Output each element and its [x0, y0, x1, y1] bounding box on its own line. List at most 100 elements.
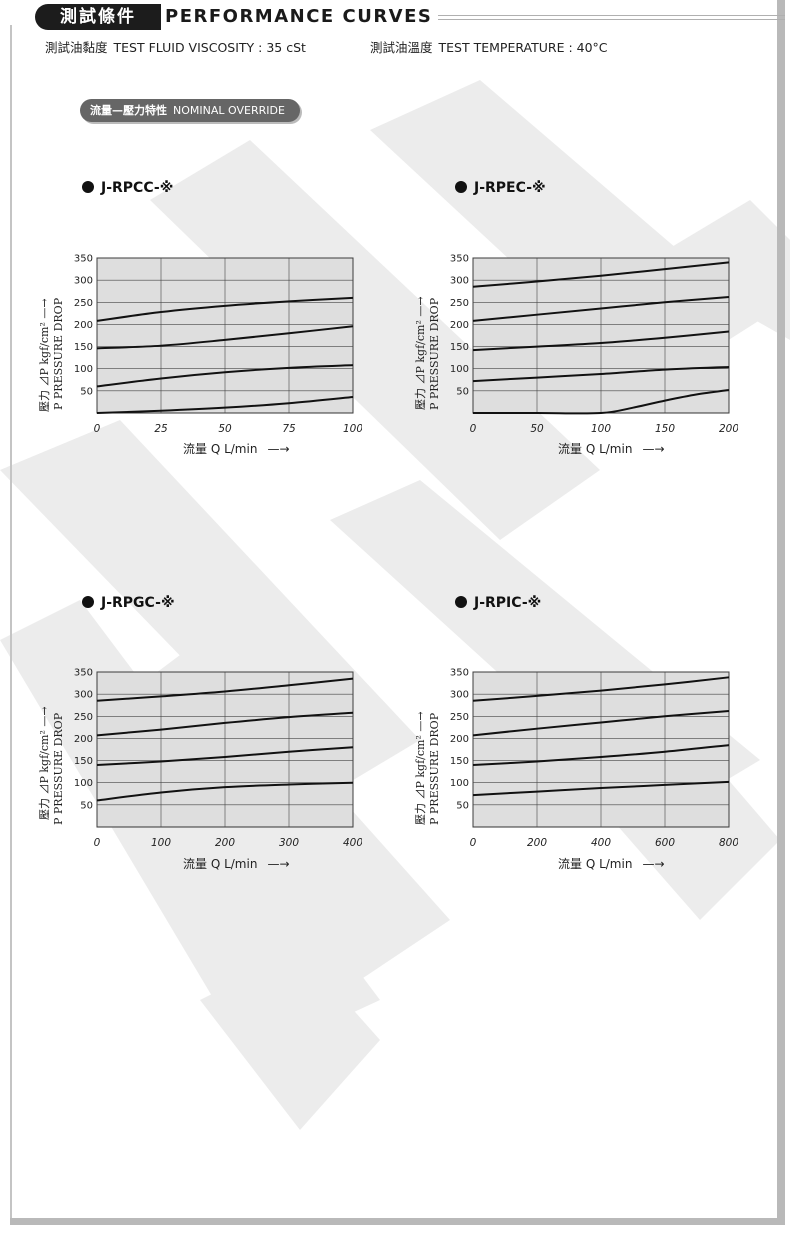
x-tick-label: 0	[94, 423, 101, 435]
x-tick-label: 0	[470, 837, 477, 849]
y-tick-label: 150	[74, 756, 93, 767]
bullet-icon	[455, 596, 467, 608]
y-tick-label: 50	[80, 800, 93, 811]
chart-4: 50 100 150 200 250 300 350 0 200 400 600 800	[450, 668, 738, 850]
chart-ylabel-zh-4: 壓力 ⊿P kgf/cm² —→	[414, 711, 427, 825]
series-line-1	[472, 261, 730, 288]
y-tick-label: 150	[450, 342, 469, 353]
viscosity-label: TEST FLUID VISCOSITY : 35 cSt	[113, 40, 306, 55]
chart-title-2: J-RPEC-※	[455, 180, 546, 196]
series-line-3	[472, 744, 730, 766]
y-tick-label: 250	[74, 712, 93, 723]
viscosity-condition: 測試油黏度 TEST FLUID VISCOSITY : 35 cSt	[45, 37, 306, 56]
y-tick-label: 200	[450, 734, 469, 745]
x-tick-label: 0	[470, 423, 477, 435]
y-tick-label: 300	[74, 276, 93, 287]
section-label-en: NOMINAL OVERRIDE	[173, 104, 285, 117]
section-label-zh: 流量—壓力特性	[90, 104, 167, 117]
bullet-icon	[82, 181, 94, 193]
y-tick-label: 350	[74, 254, 93, 265]
x-tick-label: 0	[94, 837, 101, 849]
y-tick-label: 250	[450, 298, 469, 309]
y-tick-label: 250	[74, 298, 93, 309]
x-tick-label: 150	[655, 423, 675, 435]
chart-xlabel-2: 流量 Q L/min —→	[558, 442, 665, 456]
x-tick-label: 100	[591, 423, 611, 435]
y-tick-label: 50	[80, 386, 93, 397]
y-tick-label: 300	[450, 690, 469, 701]
x-tick-label: 100	[151, 837, 171, 849]
temperature-label-zh: 測試油溫度	[370, 40, 433, 55]
frame-bottom	[10, 1218, 785, 1225]
y-tick-label: 100	[450, 364, 469, 375]
x-tick-label: 400	[591, 837, 611, 849]
chart-3: 50 100 150 200 250 300 350 0 100 200 300 400	[74, 668, 362, 850]
x-tick-label: 400	[343, 837, 362, 849]
y-tick-label: 350	[74, 668, 93, 679]
chart-xlabel-3: 流量 Q L/min —→	[183, 857, 290, 871]
x-tick-label: 200	[527, 837, 547, 849]
header-rule	[438, 15, 785, 20]
viscosity-label-zh: 測試油黏度	[45, 40, 108, 55]
chart-ylabel-zh-1: 壓力 ⊿P kgf/cm² —→	[38, 298, 51, 412]
x-tick-label: 200	[719, 423, 738, 435]
series-line-2	[96, 711, 354, 737]
series-line-2	[472, 295, 730, 322]
series-line-1	[96, 296, 354, 322]
x-tick-label: 25	[154, 423, 168, 435]
chart-title-3: J-RPGC-※	[82, 595, 175, 611]
chart-xlabel-1: 流量 Q L/min —→	[183, 442, 290, 456]
series-line-3	[96, 746, 354, 766]
y-tick-label: 150	[450, 756, 469, 767]
y-tick-label: 200	[74, 320, 93, 331]
x-tick-label: 800	[719, 837, 738, 849]
section-label: 流量—壓力特性 NOMINAL OVERRIDE	[80, 99, 300, 122]
series-line-3	[472, 330, 730, 352]
frame-left	[10, 25, 12, 1225]
x-tick-label: 600	[655, 837, 675, 849]
y-tick-label: 200	[450, 320, 469, 331]
y-tick-label: 300	[450, 276, 469, 287]
chart-xlabel-4: 流量 Q L/min —→	[558, 857, 665, 871]
y-tick-label: 50	[456, 800, 469, 811]
frame-right	[777, 0, 785, 1225]
bullet-icon	[455, 181, 467, 193]
temperature-label: TEST TEMPERATURE : 40°C	[438, 40, 608, 55]
chart-ylabel-zh-2: 壓力 ⊿P kgf/cm² —→	[414, 296, 427, 410]
page-title: PERFORMANCE CURVES	[165, 6, 433, 27]
x-tick-label: 300	[279, 837, 299, 849]
x-tick-label: 100	[343, 423, 362, 435]
chart-2: 50 100 150 200 250 300 350 0 50 100 150 200	[450, 254, 738, 436]
chart-title-1: J-RPCC-※	[82, 180, 173, 196]
series-line-4	[472, 365, 730, 383]
y-tick-label: 300	[74, 690, 93, 701]
y-tick-label: 100	[450, 778, 469, 789]
series-line-5	[473, 388, 730, 415]
series-line-2	[472, 709, 730, 737]
y-tick-label: 100	[74, 364, 93, 375]
series-line-4	[96, 396, 354, 414]
y-tick-label: 100	[74, 778, 93, 789]
temperature-condition: 測試油溫度 TEST TEMPERATURE : 40°C	[370, 37, 608, 56]
series-line-4	[472, 780, 730, 797]
series-line-3	[96, 364, 354, 388]
y-tick-label: 150	[74, 342, 93, 353]
chart-title-4: J-RPIC-※	[455, 595, 541, 611]
chart-1: 50 100 150 200 250 300 350 0 25 50 75 100	[74, 254, 362, 436]
x-tick-label: 200	[215, 837, 235, 849]
y-tick-label: 350	[450, 254, 469, 265]
chart-ylabel-zh-3: 壓力 ⊿P kgf/cm² —→	[38, 706, 51, 820]
bullet-icon	[82, 596, 94, 608]
series-line-2	[96, 325, 354, 350]
series-line-1	[472, 676, 730, 702]
series-line-1	[96, 677, 354, 702]
y-tick-label: 50	[456, 386, 469, 397]
y-tick-label: 250	[450, 712, 469, 723]
y-tick-label: 200	[74, 734, 93, 745]
y-tick-label: 350	[450, 668, 469, 679]
x-tick-label: 75	[282, 423, 296, 435]
x-tick-label: 50	[530, 423, 544, 435]
x-tick-label: 50	[218, 423, 232, 435]
header-badge: 測試條件	[35, 4, 161, 30]
series-line-4	[96, 781, 354, 802]
